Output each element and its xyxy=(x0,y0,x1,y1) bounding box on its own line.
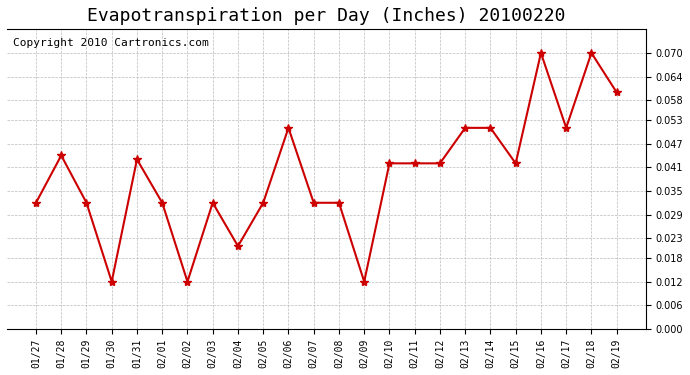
Text: Copyright 2010 Cartronics.com: Copyright 2010 Cartronics.com xyxy=(13,38,209,48)
Title: Evapotranspiration per Day (Inches) 20100220: Evapotranspiration per Day (Inches) 2010… xyxy=(87,7,566,25)
